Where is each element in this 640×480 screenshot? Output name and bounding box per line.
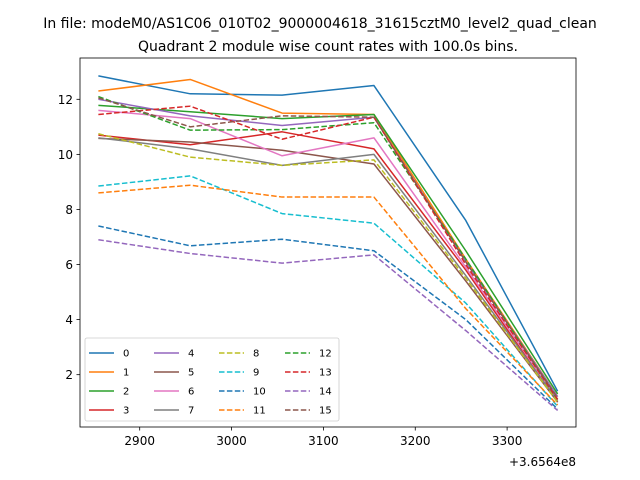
legend-label-15: 15 [319,406,332,417]
y-tick-label: 4 [65,313,73,327]
x-tick-label: 3100 [308,434,339,448]
legend-label-8: 8 [253,349,259,360]
legend-label-5: 5 [188,368,194,379]
legend-label-1: 1 [123,368,129,379]
legend-label-10: 10 [253,387,266,398]
series-line-3 [98,131,559,403]
series-line-5 [98,137,559,403]
y-axis-ticks: 2 4 6 8 10 12 [58,93,80,382]
series-layer [98,75,559,412]
y-tick-label: 8 [65,203,73,217]
x-tick-label: 3000 [216,434,247,448]
series-line-13 [98,105,559,400]
series-line-6 [98,109,559,400]
chart-title: Quadrant 2 module wise count rates with … [138,39,518,55]
legend-label-7: 7 [188,406,194,417]
y-tick-label: 2 [65,368,73,382]
legend-label-4: 4 [188,349,194,360]
legend-label-12: 12 [319,349,332,360]
series-line-14 [98,239,559,412]
figure-suptitle: In file: modeM0/AS1C06_010T02_9000004618… [43,16,597,32]
y-tick-label: 12 [58,93,73,107]
legend-label-14: 14 [319,387,332,398]
series-line-1 [98,78,559,398]
legend-frame [84,337,340,422]
series-line-8 [98,133,559,403]
x-tick-label: 2900 [124,434,155,448]
axes-frame [79,57,577,428]
y-tick-label: 6 [65,258,73,272]
series-line-15 [98,97,559,399]
x-tick-label: 3300 [492,434,523,448]
legend-label-11: 11 [253,406,266,417]
x-axis-ticks: 2900 3000 3100 3200 3300 [124,427,522,448]
legend-label-2: 2 [123,387,129,398]
series-line-11 [98,184,559,406]
x-tick-label: 3200 [400,434,431,448]
legend-label-3: 3 [123,406,129,417]
series-line-7 [98,137,559,402]
series-line-0 [98,75,559,392]
x-offset-label: +3.6564e8 [509,455,576,469]
legend-label-6: 6 [188,387,194,398]
legend-label-0: 0 [123,349,129,360]
y-tick-label: 10 [58,148,73,162]
series-line-10 [98,225,559,410]
series-line-9 [98,175,559,407]
legend-label-13: 13 [319,368,332,379]
series-line-12 [98,95,559,400]
legend-label-9: 9 [253,368,259,379]
series-line-2 [98,104,559,395]
